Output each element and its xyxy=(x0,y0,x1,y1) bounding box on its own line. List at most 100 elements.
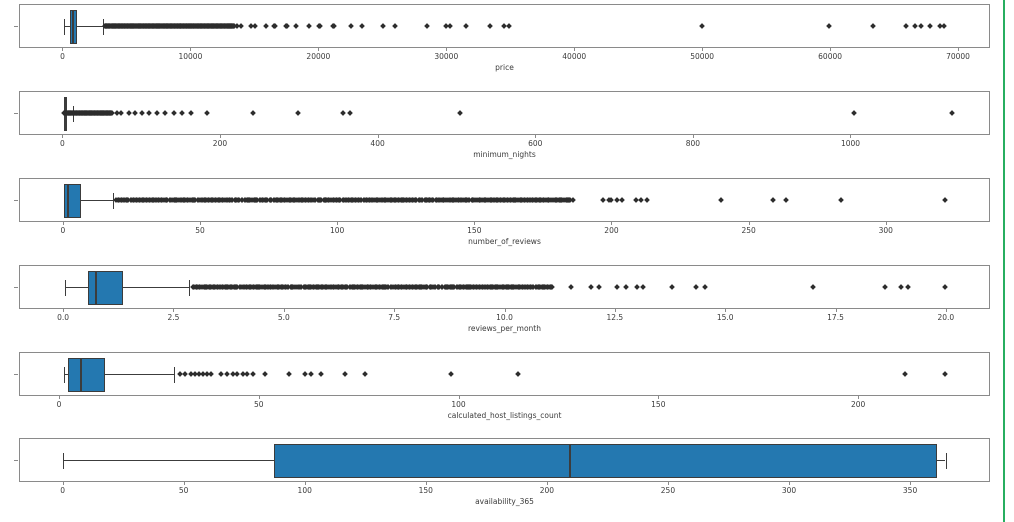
x-tick-mark xyxy=(337,222,339,225)
x-tick-label: 20000 xyxy=(306,52,331,61)
x-tick-label: 250 xyxy=(741,226,756,235)
x-tick-mark xyxy=(546,482,548,485)
x-tick-label: 300 xyxy=(781,486,797,495)
y-tick-mark xyxy=(14,374,18,375)
outlier-marker xyxy=(347,110,354,116)
x-tick-label: 200 xyxy=(604,226,619,235)
outlier-marker xyxy=(570,197,576,203)
median-line xyxy=(67,184,70,218)
x-tick-label: 0 xyxy=(60,486,65,495)
outlier-marker xyxy=(308,371,314,377)
x-tick-label: 30000 xyxy=(434,52,459,61)
outlier-marker xyxy=(619,197,626,203)
boxplot-row-minimum_nights: 0 200 400 600 800 1000 minimum_nights xyxy=(14,91,990,165)
outlier-marker xyxy=(154,110,160,116)
outlier-marker xyxy=(898,284,904,290)
outlier-marker xyxy=(447,371,454,377)
outlier-marker xyxy=(379,23,386,29)
x-tick-mark xyxy=(958,48,960,51)
outlier-marker xyxy=(600,197,606,203)
x-tick-mark xyxy=(725,309,727,312)
x-tick-label: 150 xyxy=(651,400,666,409)
outlier-marker xyxy=(942,371,948,377)
outlier-marker xyxy=(286,371,292,377)
outlier-marker xyxy=(318,371,324,377)
x-tick-label: 0.0 xyxy=(57,313,70,322)
x-tick-mark xyxy=(58,396,60,399)
x-tick-label: 250 xyxy=(660,486,676,495)
axes-frame xyxy=(19,4,990,48)
x-tick-mark xyxy=(474,222,476,225)
outlier-marker xyxy=(262,371,269,377)
outlier-marker xyxy=(302,371,308,377)
outlier-marker xyxy=(809,284,816,290)
median-line xyxy=(72,10,75,44)
outlier-marker xyxy=(904,284,911,290)
x-tick-label: 350 xyxy=(902,486,918,495)
x-tick-label: 60000 xyxy=(818,52,843,61)
outlier-marker xyxy=(702,284,708,290)
x-tick-mark xyxy=(945,309,947,312)
x-tick-mark xyxy=(535,135,537,138)
x-tick-mark xyxy=(183,482,185,485)
whisker-line xyxy=(122,287,190,288)
x-axis-label: minimum_nights xyxy=(473,150,536,159)
x-tick-mark xyxy=(63,309,65,312)
outlier-marker xyxy=(139,110,145,116)
outlier-marker xyxy=(643,197,650,203)
outlier-marker xyxy=(146,110,152,116)
whisker-cap xyxy=(63,367,65,383)
whisker-line xyxy=(935,460,946,461)
x-tick-label: 40000 xyxy=(562,52,587,61)
x-tick-mark xyxy=(830,48,832,51)
x-tick-label: 50000 xyxy=(690,52,715,61)
outlier-marker xyxy=(486,23,493,29)
x-tick-label: 300 xyxy=(878,226,893,235)
x-tick-mark xyxy=(458,396,460,399)
whisker-line xyxy=(63,460,274,461)
x-tick-mark xyxy=(611,222,613,225)
x-tick-label: 200 xyxy=(539,486,555,495)
x-tick-mark xyxy=(258,396,260,399)
outlier-marker xyxy=(850,110,857,116)
x-axis-label: calculated_host_listings_count xyxy=(447,411,562,420)
x-tick-mark xyxy=(173,309,175,312)
x-tick-mark xyxy=(219,135,221,138)
iqr-box xyxy=(67,358,105,392)
outlier-marker xyxy=(918,23,925,29)
x-tick-label: 800 xyxy=(685,139,701,148)
outlier-marker xyxy=(717,197,724,203)
x-tick-mark xyxy=(858,396,860,399)
y-tick-mark xyxy=(14,287,18,288)
x-tick-mark xyxy=(62,482,64,485)
outlier-marker xyxy=(783,197,790,203)
outlier-marker xyxy=(903,23,909,29)
boxplot-row-reviews_per_month: 0.0 2.5 5.0 7.5 10.0 12.5 15.0 17.5 20.0 reviews_… xyxy=(14,265,990,339)
outlier-marker xyxy=(347,23,354,29)
x-tick-mark xyxy=(446,48,448,51)
whisker-line xyxy=(104,374,174,375)
whisker-cap xyxy=(189,280,191,296)
y-tick-mark xyxy=(14,200,18,201)
x-tick-mark xyxy=(910,482,912,485)
x-tick-mark xyxy=(200,222,202,225)
x-tick-mark xyxy=(885,222,887,225)
outlier-marker xyxy=(342,371,348,377)
x-tick-label: 400 xyxy=(370,139,385,148)
boxplot-row-number_of_reviews: 0 50 100 150 200 250 300 number_of_reviews xyxy=(14,178,990,252)
outlier-marker xyxy=(462,23,469,29)
outlier-marker xyxy=(249,110,256,116)
outlier-marker xyxy=(941,23,948,29)
whisker-line xyxy=(64,26,70,27)
x-tick-mark xyxy=(394,309,396,312)
y-tick-mark xyxy=(14,113,18,114)
outlier-marker xyxy=(949,110,955,116)
y-tick-mark xyxy=(14,26,18,27)
whisker-line xyxy=(80,200,114,201)
outlier-marker xyxy=(295,110,302,116)
outlier-marker xyxy=(250,371,257,377)
outlier-marker xyxy=(912,23,918,29)
whisker-cap xyxy=(63,453,65,469)
outlier-marker xyxy=(902,371,909,377)
